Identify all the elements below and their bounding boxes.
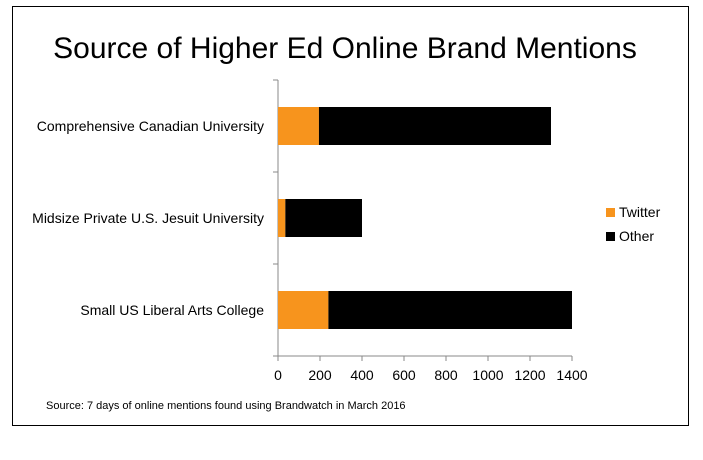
- bar-other-1: [285, 199, 362, 237]
- x-tick-label: 800: [434, 367, 458, 383]
- x-tick-label: 1000: [472, 367, 503, 383]
- legend-swatch-twitter: [606, 208, 615, 217]
- bar-other-2: [328, 291, 572, 329]
- legend-label-other: Other: [619, 228, 654, 244]
- chart-title: Source of Higher Ed Online Brand Mention…: [53, 32, 637, 65]
- legend-swatch-other: [606, 232, 615, 241]
- category-label: Midsize Private U.S. Jesuit University: [32, 210, 264, 226]
- category-label: Small US Liberal Arts College: [80, 302, 264, 318]
- x-tick-label: 200: [308, 367, 332, 383]
- bar-twitter-2: [278, 291, 329, 329]
- chart-bars: [278, 107, 572, 329]
- x-tick-label: 600: [392, 367, 416, 383]
- x-tick-label: 0: [274, 367, 282, 383]
- x-tick-labels: 0 200 400 600 800 1000 1200 1400: [274, 367, 588, 383]
- source-note: Source: 7 days of online mentions found …: [46, 400, 406, 412]
- category-labels: Comprehensive Canadian University Midsize…: [32, 118, 264, 318]
- bar-other-0: [318, 107, 551, 145]
- x-tick-label: 1200: [514, 367, 545, 383]
- legend-label-twitter: Twitter: [619, 204, 661, 220]
- bar-twitter-1: [278, 199, 286, 237]
- x-tick-label: 1400: [556, 367, 587, 383]
- legend: Twitter Other: [606, 204, 661, 244]
- bar-twitter-0: [278, 107, 319, 145]
- category-label: Comprehensive Canadian University: [37, 118, 264, 134]
- x-tick-label: 400: [350, 367, 374, 383]
